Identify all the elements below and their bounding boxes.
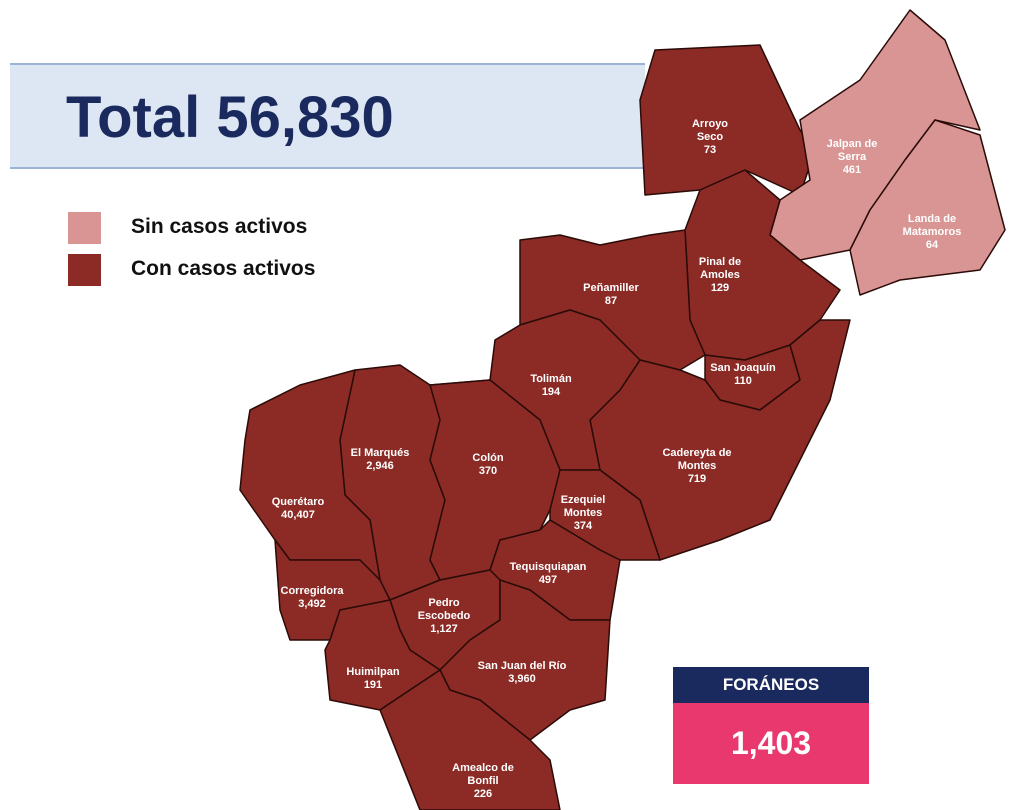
region-name: Huimilpan: [346, 666, 400, 678]
region-label: Landa de Matamoros 64: [895, 213, 970, 252]
region-value: 226: [473, 788, 493, 800]
legend-label: Sin casos activos: [131, 215, 308, 238]
region-label: Querétaro 40,407: [253, 496, 343, 522]
region-label: San Joaquín 110: [698, 362, 788, 388]
region-name: Colón: [472, 452, 504, 464]
region-name: Ezequiel Montes: [560, 494, 606, 519]
region-value: 461: [842, 164, 862, 176]
region-name: Peñamiller: [583, 282, 639, 294]
region-name: Landa de Matamoros: [902, 213, 962, 238]
region-label: Pinal de Amoles 129: [693, 256, 748, 295]
region-label: Tolimán 194: [506, 373, 596, 399]
region-value: 73: [703, 144, 717, 156]
region-label: Pedro Escobedo 1,127: [414, 597, 474, 636]
legend-label: Con casos activos: [131, 257, 316, 280]
region-value: 40,407: [281, 509, 315, 521]
title-banner: [10, 63, 645, 169]
region: [639, 44, 816, 196]
region-name: Arroyo Seco: [691, 118, 729, 143]
region-label: San Juan del Río 3,960: [462, 660, 582, 686]
region: [489, 309, 641, 471]
title: Total 56,830: [66, 85, 394, 150]
region-label: Arroyo Seco 73: [685, 118, 735, 157]
region-label: Tequisquiapan 497: [488, 561, 608, 587]
region-name: Amealco de Bonfil: [452, 762, 514, 787]
region-value: 3,960: [508, 673, 536, 685]
region-value: 194: [541, 386, 561, 398]
foraneos-label: FORÁNEOS: [673, 667, 869, 703]
region-label: Amealco de Bonfil 226: [446, 762, 521, 801]
foraneos-box: FORÁNEOS 1,403: [673, 667, 869, 784]
region-value: 497: [538, 574, 558, 586]
region-value: 2,946: [366, 460, 394, 472]
region-name: Tequisquiapan: [509, 561, 587, 573]
region-value: 3,492: [298, 598, 326, 610]
region-label: Peñamiller 87: [566, 282, 656, 308]
legend-swatch: [68, 212, 101, 244]
region-label: Huimilpan 191: [328, 666, 418, 692]
region-name: Jalpan de Serra: [826, 138, 878, 163]
region-label: Jalpan de Serra 461: [822, 138, 882, 177]
legend-swatch: [68, 254, 101, 286]
region-label: Ezequiel Montes 374: [556, 494, 611, 533]
region-label: El Marqués 2,946: [335, 447, 425, 473]
region: [849, 119, 1006, 296]
region-value: 374: [573, 520, 593, 532]
region-value: 129: [710, 282, 730, 294]
region-name: El Marqués: [350, 447, 410, 459]
region-name: San Juan del Río: [477, 660, 567, 672]
region-name: Cadereyta de Montes: [662, 447, 732, 472]
region-value: 87: [604, 295, 618, 307]
region-name: Corregidora: [280, 585, 344, 597]
region: [379, 669, 561, 810]
region-name: Tolimán: [530, 373, 572, 385]
region-name: Pinal de Amoles: [698, 256, 742, 281]
region-value: 64: [925, 239, 939, 251]
region-value: 370: [478, 465, 498, 477]
region-value: 110: [734, 375, 752, 387]
region-value: 191: [363, 679, 383, 691]
region-value: 719: [687, 473, 707, 485]
region-label: Corregidora 3,492: [267, 585, 357, 611]
region-label: Cadereyta de Montes 719: [652, 447, 742, 486]
foraneos-value: 1,403: [673, 703, 869, 784]
region-name: Querétaro: [271, 496, 325, 508]
region-name: San Joaquín: [710, 362, 776, 374]
region-label: Colón 370: [443, 452, 533, 478]
region-name: Pedro Escobedo: [417, 597, 471, 622]
region-value: 1,127: [430, 623, 458, 635]
